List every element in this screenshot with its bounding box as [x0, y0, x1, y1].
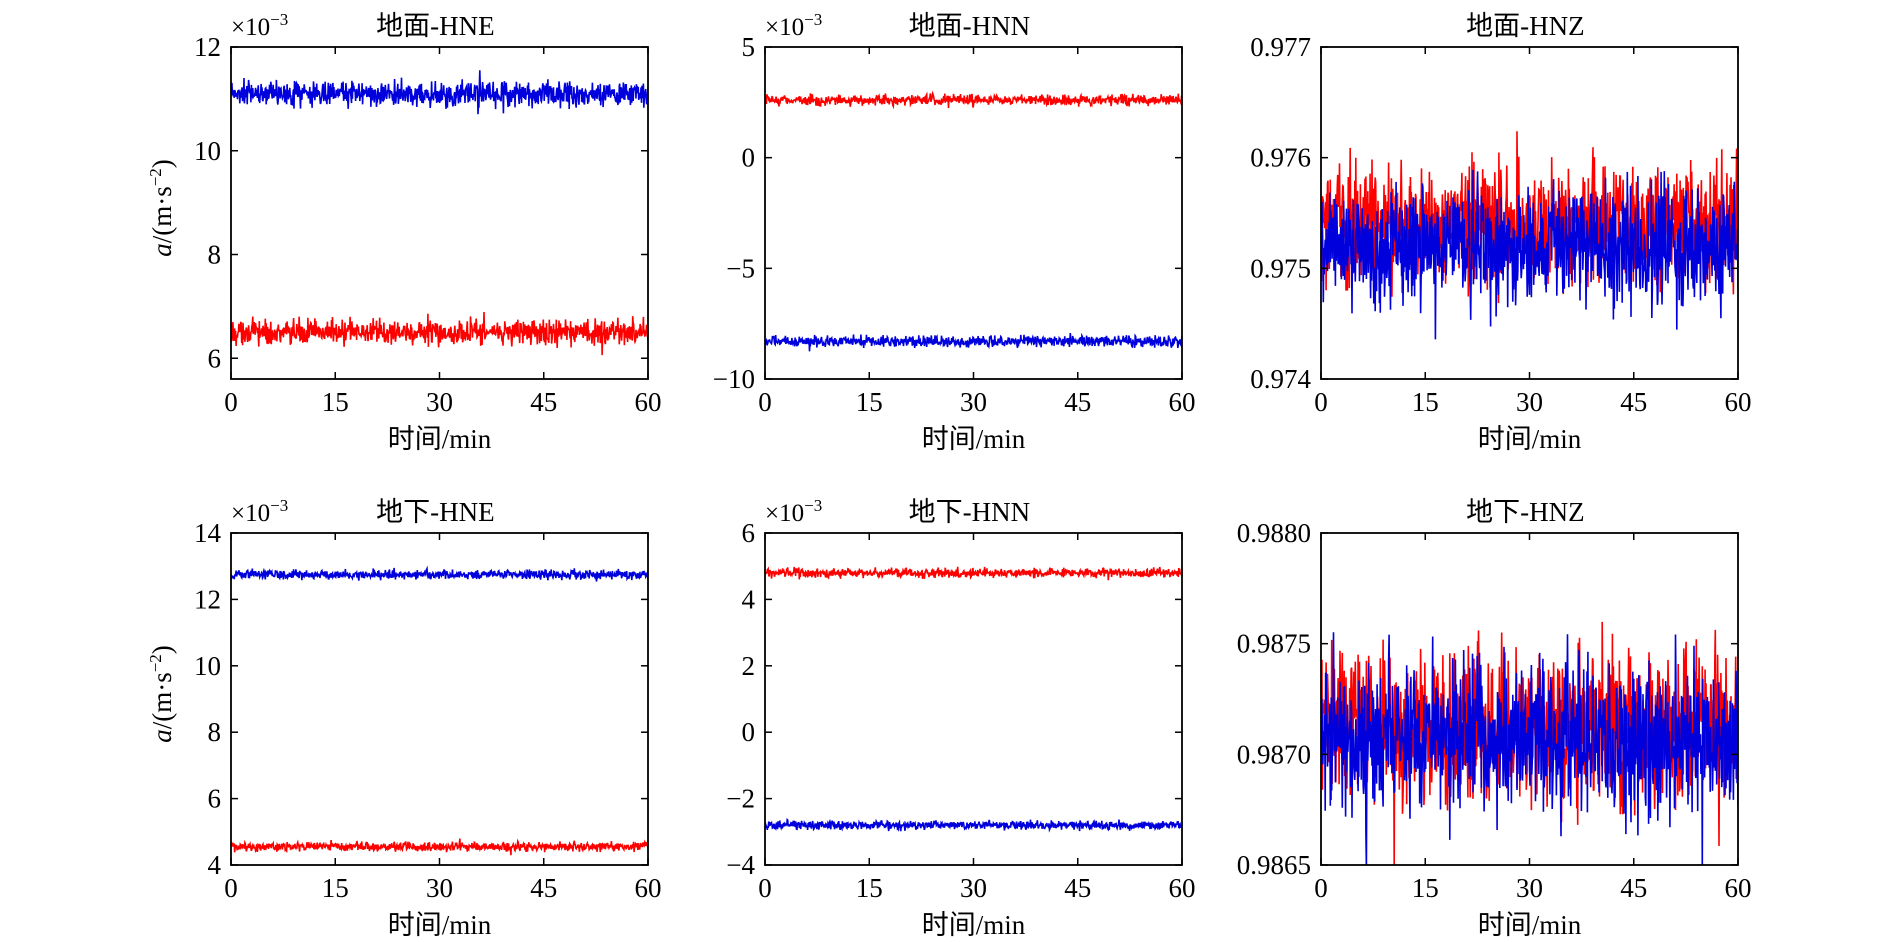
y-tick-label: −4 [726, 850, 755, 880]
chart-title: 地面-HNE [376, 11, 494, 41]
x-tick-label: 0 [1314, 873, 1328, 903]
y-tick-label: 4 [208, 850, 222, 880]
x-tick-label: 60 [1169, 873, 1196, 903]
x-tick-label: 45 [530, 873, 557, 903]
y-axis-label: a/(m·s−2) [146, 159, 177, 257]
y-tick-label: 14 [194, 518, 222, 548]
y-axis-label: a/(m·s−2) [146, 645, 177, 743]
y-tick-label: 12 [194, 584, 221, 614]
y-multiplier: ×10−3 [765, 496, 822, 527]
x-tick-label: 30 [426, 873, 453, 903]
chart-panel-1: 0 15 30 45 60 6 8 10 12 地面-HNE ×10−3 时间/min a/(m·s−2… [146, 10, 662, 454]
plot-frame [764, 532, 1183, 866]
y-tick-label: 2 [742, 651, 756, 681]
x-axis-label: 时间/min [922, 910, 1026, 940]
y-tick-label: 4 [742, 584, 756, 614]
chart-panel-3: 0 15 30 45 60 0.977 0.976 0.975 0.974 地面-HNZ 时间/mi… [1250, 11, 1751, 454]
x-tick-label: 30 [960, 387, 987, 417]
chart-panel-2: 0 15 30 45 60 5 0 −5 −10 地面-HNN ×10−3 时间/min [713, 10, 1196, 454]
y-tick-label: 0.977 [1250, 32, 1311, 62]
series-line-2 [231, 565, 648, 582]
series-line-1 [231, 838, 648, 856]
x-tick-label: 0 [1314, 387, 1328, 417]
x-tick-label: 60 [1169, 387, 1196, 417]
x-tick-label: 30 [426, 387, 453, 417]
y-multiplier: ×10−3 [231, 10, 288, 41]
plot-frame [764, 46, 1183, 380]
x-tick-label: 60 [635, 873, 662, 903]
y-tick-label: 10 [194, 136, 221, 166]
y-tick-label: 8 [208, 240, 222, 270]
x-tick-label: 60 [1725, 873, 1752, 903]
x-tick-label: 60 [635, 387, 662, 417]
y-tick-label: 12 [194, 32, 221, 62]
series-line-1 [765, 566, 1182, 581]
x-axis-label: 时间/min [1478, 424, 1582, 454]
chart-panel-4: 0 15 30 45 60 14 12 10 8 6 4 地下-HNE ×10−3 时间/min a/(m·… [146, 496, 662, 940]
series-line-2 [765, 332, 1182, 352]
x-tick-label: 15 [1412, 387, 1439, 417]
y-tick-label: 5 [742, 32, 756, 62]
x-axis-label: 时间/min [388, 910, 492, 940]
y-multiplier: ×10−3 [765, 10, 822, 41]
x-tick-label: 0 [758, 387, 772, 417]
chart-title: 地下-HNN [909, 497, 1031, 527]
x-tick-label: 45 [1620, 387, 1647, 417]
x-tick-label: 0 [224, 873, 238, 903]
x-tick-label: 15 [322, 387, 349, 417]
x-tick-label: 30 [960, 873, 987, 903]
x-tick-label: 30 [1516, 873, 1543, 903]
y-tick-label: 0 [742, 143, 756, 173]
y-tick-label: 6 [208, 784, 222, 814]
x-axis-label: 时间/min [1478, 910, 1582, 940]
x-tick-label: 45 [1064, 387, 1091, 417]
series-line-2 [231, 70, 648, 115]
y-tick-label: 6 [742, 518, 756, 548]
plot-frame [230, 532, 649, 866]
x-tick-label: 45 [530, 387, 557, 417]
y-tick-label: 0.976 [1250, 143, 1311, 173]
chart-title: 地面-HNZ [1466, 11, 1584, 41]
series-line-2 [1321, 632, 1738, 865]
x-tick-label: 15 [856, 387, 883, 417]
x-axis-label: 时间/min [922, 424, 1026, 454]
y-tick-label: 0.9875 [1237, 629, 1311, 659]
chart-title: 地下-HNZ [1466, 497, 1584, 527]
y-tick-label: −2 [726, 784, 755, 814]
x-tick-label: 0 [224, 387, 238, 417]
y-tick-label: 0.974 [1250, 364, 1311, 394]
chart-panel-6: 0 15 30 45 60 0.9880 0.9875 0.9870 0.9865 地下-HNZ 时… [1237, 497, 1752, 940]
x-tick-label: 60 [1725, 387, 1752, 417]
y-tick-label: 0.975 [1250, 253, 1311, 283]
x-tick-label: 30 [1516, 387, 1543, 417]
x-tick-label: 15 [322, 873, 349, 903]
y-tick-label: 0.9870 [1237, 739, 1311, 769]
series-line-1 [231, 311, 648, 356]
y-tick-label: −10 [713, 364, 755, 394]
y-tick-label: 10 [194, 651, 221, 681]
x-tick-label: 45 [1620, 873, 1647, 903]
chart-panel-5: 0 15 30 45 60 6 4 2 0 −2 −4 地下-HNN ×10−3 时间/min [726, 496, 1195, 940]
x-axis-label: 时间/min [388, 424, 492, 454]
x-tick-label: 15 [1412, 873, 1439, 903]
x-tick-label: 0 [758, 873, 772, 903]
y-tick-label: 8 [208, 717, 222, 747]
y-tick-label: 0 [742, 717, 756, 747]
series-line-2 [765, 818, 1182, 833]
y-tick-label: 6 [208, 343, 222, 373]
y-multiplier: ×10−3 [231, 496, 288, 527]
chart-title: 地下-HNE [376, 497, 494, 527]
series-line-1 [765, 90, 1182, 110]
y-tick-label: 0.9865 [1237, 850, 1311, 880]
y-tick-label: 0.9880 [1237, 518, 1311, 548]
x-tick-label: 45 [1064, 873, 1091, 903]
chart-title: 地面-HNN [909, 11, 1031, 41]
y-tick-label: −5 [726, 253, 755, 283]
series-line-2 [1321, 169, 1738, 340]
x-tick-label: 15 [856, 873, 883, 903]
